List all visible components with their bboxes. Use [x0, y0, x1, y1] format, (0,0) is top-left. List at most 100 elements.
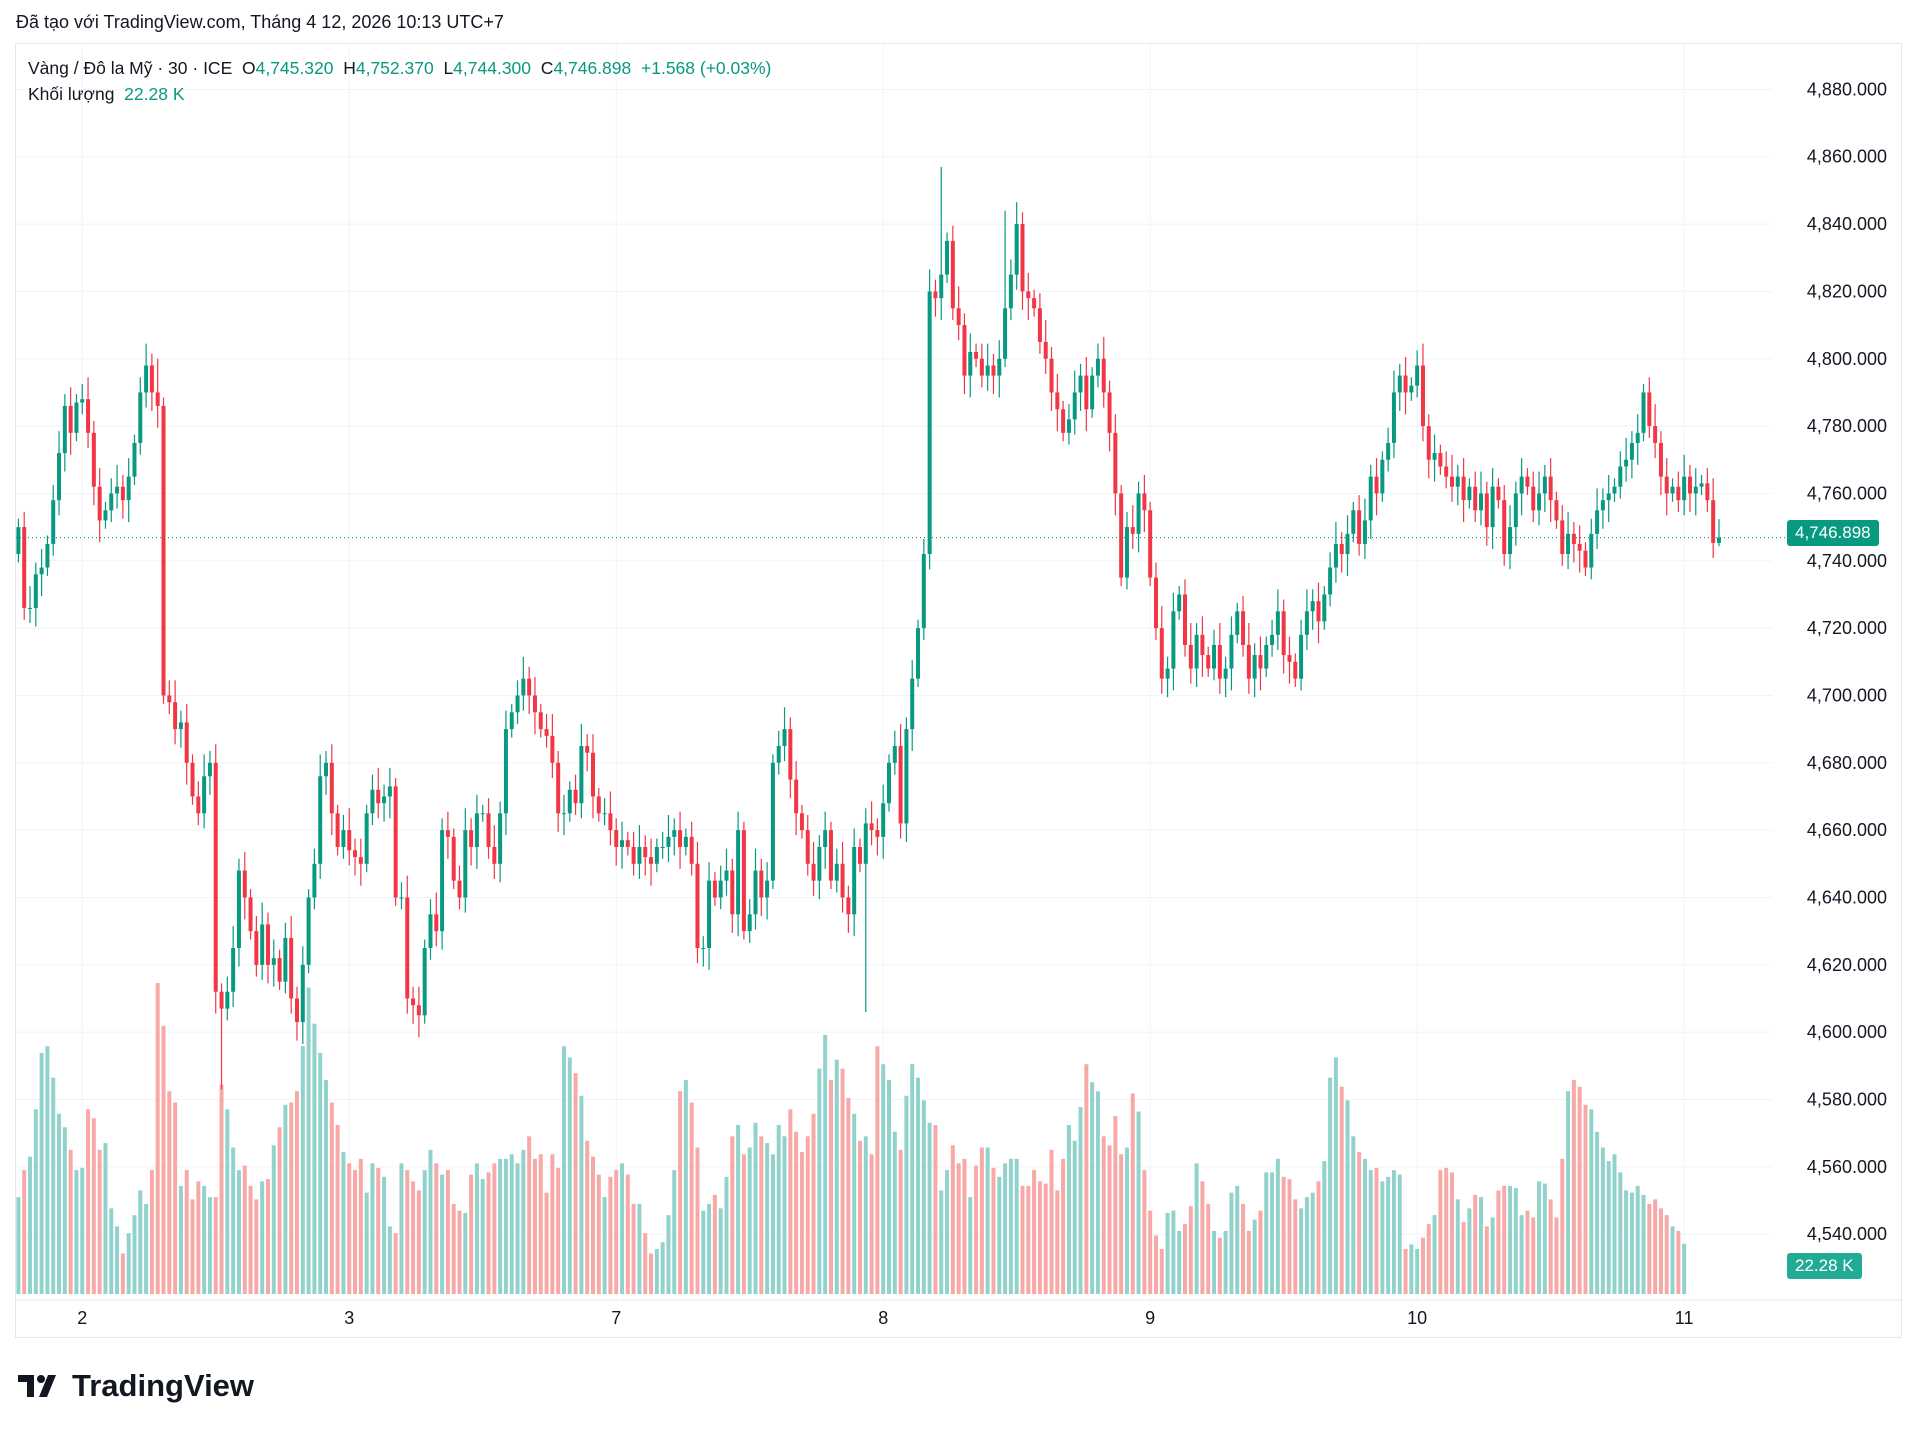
candle-body [985, 365, 990, 376]
volume-bar [173, 1102, 178, 1294]
candle-body [1403, 375, 1408, 393]
volume-bar [138, 1190, 143, 1294]
candle-body [68, 405, 73, 433]
volume-bar [1577, 1086, 1582, 1294]
volume-bar [701, 1210, 706, 1294]
volume-bar [770, 1154, 775, 1294]
candle-body [387, 786, 392, 797]
volume-bar [1339, 1086, 1344, 1294]
volume-bar [927, 1122, 932, 1294]
volume-bar [1455, 1199, 1460, 1294]
candle-body [1693, 486, 1698, 494]
candle-body [1171, 611, 1176, 669]
candle-body [1711, 500, 1716, 543]
candle-body [1595, 510, 1600, 534]
volume-bar [945, 1170, 950, 1294]
candle-body [585, 745, 590, 753]
volume-bar [335, 1125, 340, 1294]
candle-body [283, 937, 288, 982]
symbol-name[interactable]: Vàng / Đô la Mỹ · 30 · ICE [28, 58, 233, 78]
candle-body [1513, 493, 1518, 528]
volume-label[interactable]: Khối lượng [28, 84, 115, 104]
volume-bar [1333, 1057, 1338, 1294]
candle-body [109, 493, 114, 511]
volume-bar [561, 1046, 566, 1294]
candle-body [202, 776, 207, 814]
volume-bar [1583, 1104, 1588, 1294]
price-tick-label: 4,780.000 [1807, 416, 1887, 436]
candle-body [1374, 476, 1379, 494]
volume-bar [1571, 1079, 1576, 1294]
candle-body [579, 745, 584, 804]
candle-body [265, 924, 270, 965]
candle-body [1119, 493, 1124, 578]
volume-bar [1542, 1183, 1547, 1294]
candle-body [974, 352, 979, 359]
volume-bar [126, 1233, 131, 1294]
volume-bar [236, 1170, 241, 1294]
candle-body [1078, 375, 1083, 393]
volume-bar [149, 1170, 154, 1294]
candle-body [445, 830, 450, 837]
volume-bar [678, 1091, 683, 1294]
candle-body [770, 762, 775, 881]
candle-body [730, 870, 735, 915]
candle-body [1531, 486, 1536, 511]
candle-body [596, 796, 601, 814]
candle-body [1008, 274, 1013, 309]
candle-body [1682, 476, 1687, 501]
volume-bar [1380, 1181, 1385, 1294]
price-tick-label: 4,740.000 [1807, 551, 1887, 571]
candle-body [306, 897, 311, 965]
volume-bar [707, 1203, 712, 1294]
volume-bar [666, 1215, 671, 1294]
volume-bar [846, 1097, 851, 1294]
volume-bar [393, 1233, 398, 1294]
volume-bar [1177, 1230, 1182, 1294]
candle-body [1101, 358, 1106, 393]
volume-bar [1397, 1174, 1402, 1294]
candle-body [968, 352, 973, 376]
candle-body [16, 527, 21, 555]
tradingview-logo[interactable]: TradingView [18, 1368, 254, 1404]
volume-bar [1676, 1230, 1681, 1294]
volume-bar [724, 1176, 729, 1294]
volume-bar [347, 1163, 352, 1294]
candle-body [434, 914, 439, 932]
candle-body [962, 325, 967, 376]
candle-body [62, 405, 67, 454]
volume-bar [765, 1143, 770, 1294]
candle-body [1246, 644, 1251, 679]
candle-body [324, 762, 329, 777]
candle-body [1275, 611, 1280, 635]
volume-bar [341, 1152, 346, 1294]
candle-body [1519, 476, 1524, 494]
volume-bar [933, 1125, 938, 1294]
price-tick-label: 4,840.000 [1807, 214, 1887, 234]
volume-bar [1299, 1208, 1304, 1294]
volume-bar [1391, 1170, 1396, 1294]
volume-bar [1508, 1185, 1513, 1294]
candle-body [1589, 533, 1594, 568]
volume-bar [51, 1077, 56, 1294]
candle-body [1391, 392, 1396, 443]
volume-bar [625, 1174, 630, 1294]
candle-body [1548, 476, 1553, 501]
candle-body [312, 863, 317, 898]
candle-body [399, 897, 404, 899]
candle-body [1473, 486, 1478, 511]
volume-bar [1055, 1190, 1060, 1294]
candle-body [1136, 493, 1141, 534]
candle-body [782, 729, 787, 746]
candle-body [1368, 476, 1373, 521]
candle-body [701, 947, 706, 949]
volume-bar [1061, 1158, 1066, 1294]
price-tick-label: 4,660.000 [1807, 820, 1887, 840]
volume-bar [881, 1064, 886, 1294]
volume-bar [1084, 1064, 1089, 1294]
volume-bar [1171, 1210, 1176, 1294]
created-with-caption: Đã tạo với TradingView.com, Tháng 4 12, … [16, 12, 504, 32]
volume-bar [91, 1118, 96, 1294]
volume-bar [364, 1192, 369, 1294]
